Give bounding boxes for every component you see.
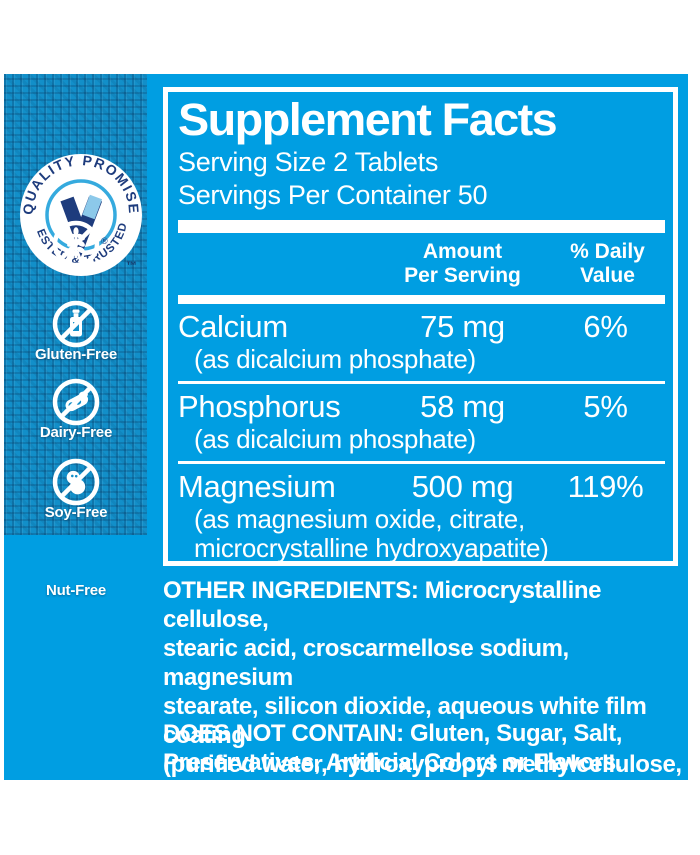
soy-free-icon	[52, 378, 100, 426]
nutrient-note: (as magnesium oxide, citrate, microcryst…	[194, 504, 549, 563]
fabric-texture-strip: QUALITY PROMISE TESTED & TRUSTED ® ™	[4, 74, 147, 599]
nut-free-icon	[52, 458, 100, 506]
nutrient-daily-value: 6%	[583, 309, 628, 344]
nutrient-amount: 58 mg	[420, 389, 505, 424]
milk-bottle-crossed-icon	[52, 300, 100, 348]
wheat-crossed-icon	[52, 220, 100, 268]
nut-free-label: Nut-Free	[45, 582, 107, 599]
does-not-contain-text: DOES NOT CONTAIN: Gluten, Sugar, Salt, P…	[163, 720, 623, 776]
badge-trademark: ™	[126, 260, 137, 272]
nutrient-note: (as dicalcium phosphate)	[194, 344, 476, 374]
label-blue-background: QUALITY PROMISE TESTED & TRUSTED ® ™	[4, 74, 688, 780]
supplement-facts-panel: Supplement Facts Serving Size 2 Tablets …	[163, 87, 678, 566]
separator-row-1	[178, 381, 665, 384]
nutrient-amount: 75 mg	[420, 309, 505, 344]
nutrient-name: Magnesium	[178, 469, 336, 504]
nutrient-amount: 500 mg	[411, 469, 514, 504]
dairy-free-label: Dairy-Free	[39, 424, 113, 441]
nutrient-daily-value: 5%	[583, 389, 628, 424]
nutrient-note: (as dicalcium phosphate)	[194, 424, 476, 454]
nutrient-name: Phosphorus	[178, 389, 341, 424]
quality-promise-seal-icon: QUALITY PROMISE TESTED & TRUSTED ®	[13, 142, 142, 276]
servings-per-container: Servings Per Container 50	[178, 180, 488, 210]
gluten-free-label: Gluten-Free	[35, 346, 117, 363]
separator-row-2	[178, 461, 665, 464]
nutrient-row-magnesium: Magnesium 500 mg 119%	[178, 464, 665, 505]
gluten-free-icon	[52, 220, 100, 268]
serving-size: Serving Size 2 Tablets	[178, 147, 439, 177]
soy-free-label: Soy-Free	[44, 504, 108, 521]
badge-registered-mark: ®	[101, 236, 108, 246]
nutrient-row-calcium: Calcium 75 mg 6%	[178, 304, 665, 345]
nutrient-row-phosphorus: Phosphorus 58 mg 5%	[178, 384, 665, 425]
dairy-free-icon	[52, 300, 100, 348]
nutrient-daily-value: 119%	[567, 469, 644, 504]
quality-promise-badge: QUALITY PROMISE TESTED & TRUSTED ®	[13, 142, 145, 279]
separator-below-header	[178, 295, 665, 304]
facts-header-row: Amount Per Serving % Daily Value	[178, 233, 665, 293]
peanut-crossed-icon	[52, 458, 100, 506]
header-amount-per-serving: Amount Per Serving	[404, 240, 521, 287]
other-ingredients-text: OTHER INGREDIENTS: Microcrystalline cell…	[163, 577, 682, 807]
separator-thick-top	[178, 220, 665, 233]
soybean-crossed-icon	[52, 378, 100, 426]
nutrient-name: Calcium	[178, 309, 288, 344]
header-percent-daily-value: % Daily Value	[570, 240, 645, 287]
panel-title: Supplement Facts	[178, 94, 558, 145]
